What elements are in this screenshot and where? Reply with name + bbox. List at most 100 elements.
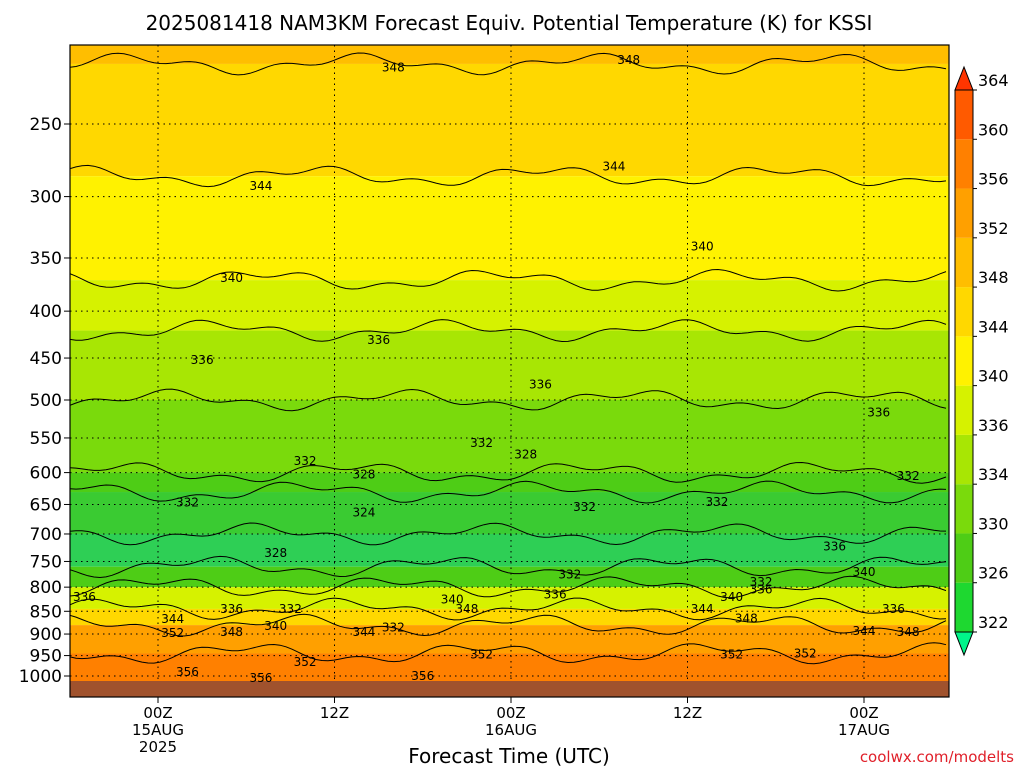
color-band	[70, 533, 949, 567]
contour-label: 332	[279, 602, 302, 616]
x-tick-label: 17AUG	[838, 721, 890, 739]
colorbar-legend: 322 326 330 334 336 340 344 348 352 356 360 364	[954, 65, 1009, 657]
y-tick-label: 850	[30, 602, 62, 622]
y-axis: 250 300 350 400 450 500 550 600 650 700 750 800 850 9…	[19, 115, 70, 687]
x-tick-label: 12Z	[320, 704, 349, 722]
y-tick-label: 500	[30, 391, 62, 411]
contour-label: 332	[705, 495, 728, 509]
contour-label: 344	[250, 179, 273, 193]
contour-label: 344	[603, 159, 626, 173]
contour-label: 352	[720, 648, 743, 662]
contour-line	[70, 461, 947, 484]
contour-label: 328	[352, 468, 375, 482]
contour-label: 332	[558, 568, 581, 582]
color-band	[70, 566, 949, 588]
colorbar-label: 360	[978, 120, 1009, 139]
color-band	[70, 330, 949, 400]
colorbar-label: 322	[978, 613, 1009, 632]
y-tick-label: 950	[30, 647, 62, 667]
contour-label: 324	[352, 505, 375, 519]
contour-line	[70, 480, 947, 504]
y-tick-label: 350	[30, 249, 62, 269]
x-tick-label: 00Z	[496, 704, 525, 722]
colorbar-segment	[955, 385, 973, 435]
y-tick-label: 600	[30, 464, 62, 484]
contour-label: 348	[455, 602, 478, 616]
colorbar-segment	[955, 434, 973, 485]
contour-label: 336	[867, 406, 890, 420]
colorbar-label: 352	[978, 219, 1009, 238]
contour-label: 340	[264, 619, 287, 633]
color-bands	[70, 45, 949, 696]
y-tick-label: 650	[30, 495, 62, 515]
contour-line	[70, 388, 947, 412]
colorbar-label: 330	[978, 514, 1009, 533]
color-band	[70, 400, 949, 473]
contour-line	[70, 164, 947, 188]
contour-label: 344	[352, 625, 375, 639]
contour-label: 336	[882, 602, 905, 616]
color-band	[70, 176, 949, 281]
contour-line	[70, 613, 947, 637]
chart-title: 2025081418 NAM3KM Forecast Equiv. Potent…	[146, 11, 873, 35]
y-tick-label: 250	[30, 115, 62, 135]
contour-label: 336	[191, 353, 214, 367]
colorbar-segment	[955, 237, 973, 288]
x-tick-label: 2025	[139, 738, 177, 756]
contour-label: 332	[382, 620, 405, 634]
contour-label: 352	[470, 648, 493, 662]
contour-label: 348	[897, 625, 920, 639]
contour-label: 336	[73, 590, 96, 604]
contour-label: 356	[411, 669, 434, 683]
colorbar-label: 334	[978, 465, 1009, 484]
colorbar-label: 364	[978, 71, 1009, 90]
contour-label: 332	[470, 436, 493, 450]
contour-label: 340	[441, 592, 464, 606]
contour-line	[70, 575, 947, 599]
colorbar-label: 340	[978, 367, 1009, 386]
contour-label: 336	[367, 333, 390, 347]
contour-label: 336	[750, 583, 773, 597]
contour-label: 336	[529, 378, 552, 392]
y-tick-label: 700	[30, 525, 62, 545]
contour-label: 340	[220, 271, 243, 285]
colorbar-label: 336	[978, 416, 1009, 435]
colorbar-segment	[955, 188, 973, 238]
color-band	[70, 45, 949, 64]
colorbar-label: 348	[978, 268, 1009, 287]
y-tick-label: 800	[30, 578, 62, 598]
color-band	[70, 472, 949, 493]
contour-label: 356	[250, 671, 273, 685]
x-tick-label: 15AUG	[132, 721, 184, 739]
color-band	[70, 492, 949, 534]
contour-label: 332	[897, 469, 920, 483]
colorbar-arrow-low	[954, 631, 974, 657]
colorbar-label: 326	[978, 564, 1009, 583]
x-tick-label: 16AUG	[485, 721, 537, 739]
contour-lines	[70, 52, 947, 665]
colorbar-segment	[955, 90, 973, 140]
colorbar-arrow-high	[954, 65, 974, 91]
credit-text: coolwx.com/modelts	[860, 748, 1014, 766]
contour-label: 340	[853, 565, 876, 579]
x-tick-label: 00Z	[143, 704, 172, 722]
plot-frame	[69, 44, 950, 698]
color-band	[70, 587, 949, 609]
contour-label: 356	[176, 665, 199, 679]
colorbar-label: 356	[978, 170, 1009, 189]
contour-line	[70, 642, 947, 665]
color-band	[70, 608, 949, 626]
contour-line	[70, 522, 947, 546]
x-axis-label: Forecast Time (UTC)	[408, 744, 610, 768]
colorbar-segment	[955, 139, 973, 189]
contour-label: 332	[294, 454, 317, 468]
y-tick-label: 750	[30, 552, 62, 572]
colorbar-segment	[955, 533, 973, 583]
contour-label: 348	[220, 625, 243, 639]
contour-label: 332	[750, 575, 773, 589]
contour-label: 352	[294, 655, 317, 669]
colorbar-segment	[955, 287, 973, 337]
